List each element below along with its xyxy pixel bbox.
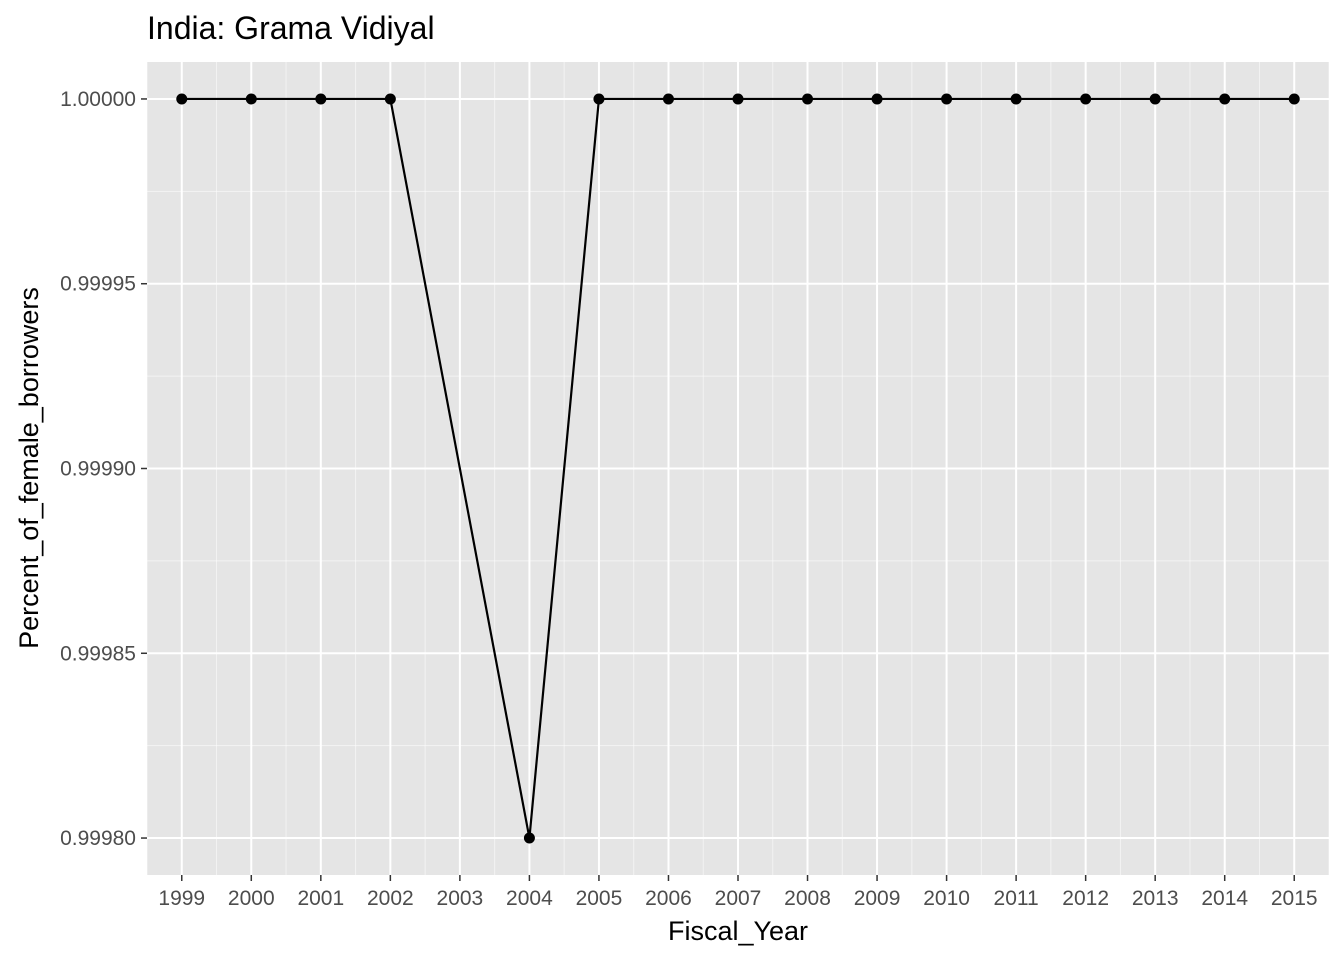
y-tick-label: 0.99990 — [60, 458, 136, 481]
chart-title: India: Grama Vidiyal — [147, 10, 435, 46]
x-tick-label: 2010 — [923, 887, 970, 910]
x-tick-label: 2001 — [297, 887, 344, 910]
x-tick-label: 2011 — [994, 887, 1039, 910]
x-tick-label: 2007 — [715, 887, 762, 910]
x-tick-label: 2004 — [506, 887, 553, 910]
x-tick-label: 2000 — [228, 887, 275, 910]
data-point — [1010, 93, 1022, 105]
data-point — [1149, 93, 1161, 105]
series-line — [181, 97, 1295, 840]
data-point — [802, 93, 814, 105]
x-tick-label: 2002 — [367, 887, 414, 910]
x-axis-title: Fiscal_Year — [668, 916, 808, 946]
x-tick-label: 2012 — [1062, 887, 1109, 910]
series-line-group — [181, 97, 1295, 840]
data-point — [245, 93, 257, 105]
y-tick-label: 0.99995 — [60, 273, 136, 296]
y-tick-label: 0.99980 — [60, 827, 136, 850]
data-point — [315, 93, 327, 105]
data-point — [176, 93, 188, 105]
x-tick-label: 2014 — [1201, 887, 1248, 910]
series-points-group — [176, 93, 1300, 844]
data-point — [662, 93, 674, 105]
data-point — [593, 93, 605, 105]
x-tick-label: 2005 — [576, 887, 623, 910]
x-tick-label: 2015 — [1271, 887, 1318, 910]
x-tick-label: 2006 — [645, 887, 692, 910]
x-tick-label: 2013 — [1132, 887, 1179, 910]
data-point — [1288, 93, 1300, 105]
y-tick-label: 0.99985 — [60, 642, 136, 665]
x-tick-label: 2008 — [784, 887, 831, 910]
data-point — [1080, 93, 1092, 105]
data-point — [732, 93, 744, 105]
x-tick-label: 1999 — [158, 887, 205, 910]
axis-ticks: 1999 2000 2001 2002 2003 2004 2005 2006 2007 2008… — [60, 88, 1318, 910]
data-point — [1219, 93, 1231, 105]
x-tick-label: 2003 — [437, 887, 484, 910]
y-tick-label: 1.00000 — [60, 88, 136, 111]
data-point — [384, 93, 396, 105]
data-point — [941, 93, 953, 105]
x-tick-label: 2009 — [854, 887, 901, 910]
y-axis-title: Percent_of_female_borrowers — [14, 287, 44, 649]
data-point — [523, 832, 535, 844]
data-point — [871, 93, 883, 105]
